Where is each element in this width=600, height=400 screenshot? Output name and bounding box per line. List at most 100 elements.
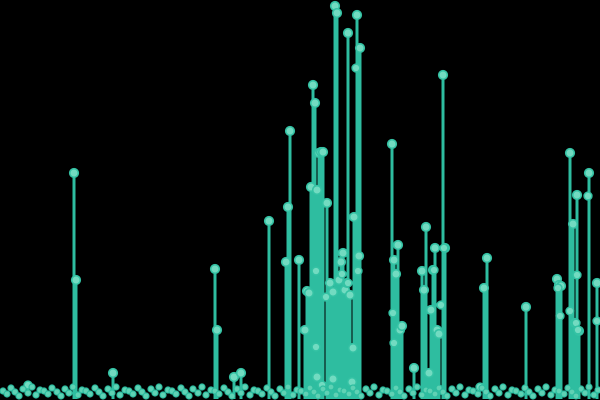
noise-dot [452,389,460,397]
noise-dot [44,390,52,398]
peak-marker [418,284,430,296]
peak-marker [353,250,365,262]
peak-marker [309,97,321,109]
noise-dot [474,390,482,398]
noise-dot [572,392,580,400]
peak-marker [324,277,336,289]
noise-dot [542,383,550,391]
noise-dot [418,391,426,399]
noise-dot [69,383,77,391]
noise-dot [302,390,310,398]
peak-marker [390,268,402,280]
noise-dot [443,392,451,400]
hidden-peak-marker [311,266,321,276]
peak-marker [342,27,354,39]
noise-dot [271,392,279,400]
noise-dot [529,392,537,400]
noise-dot [74,391,82,399]
noise-dot [456,383,464,391]
peak-marker [282,201,294,213]
noise-dot [431,390,439,398]
noise-dot [517,390,525,398]
noise-dot [585,383,593,391]
noise-dot [486,392,494,400]
noise-dot [28,383,36,391]
peak-marker [107,367,119,379]
hidden-peak-marker [583,191,593,201]
noise-dot [284,383,292,391]
peak-marker [416,265,428,277]
noise-dot [340,387,348,395]
hidden-peak-marker [555,311,565,321]
noise-dot [413,383,421,391]
noise-dot [159,391,167,399]
noise-dot [547,391,555,399]
hidden-peak-marker [337,269,347,279]
hidden-peak-marker [436,300,446,310]
noise-dot [375,391,383,399]
hidden-peak-marker [388,308,398,318]
hidden-peak-marker [592,316,600,326]
noise-dot [65,389,73,397]
peak-marker [321,197,333,209]
noise-dot [323,389,331,397]
peak-marker [235,367,247,379]
noise-dot [15,392,23,400]
peak-marker [70,274,82,286]
noise-dot [57,392,65,400]
peak-marker [284,125,296,137]
peak-marker [386,138,398,150]
noise-dot [594,386,600,394]
noise-dot [512,387,520,395]
noise-dot [237,389,245,397]
noise-dot [129,390,137,398]
hidden-peak-marker [311,342,321,352]
peak-marker [423,367,435,379]
noise-dot [202,391,210,399]
noise-dot [142,392,150,400]
noise-dot [560,390,568,398]
noise-dot [590,391,598,399]
peak-marker [591,277,600,289]
hidden-peak-marker [572,270,582,280]
noise-dot [581,389,589,397]
peak-marker [564,147,576,159]
noise-dot [24,389,32,397]
peak-marker [392,239,404,251]
noise-dot [19,385,27,393]
noise-dot [3,390,11,398]
peak-marker [331,7,343,19]
noise-dot [504,391,512,399]
noise-dot [388,390,396,398]
hidden-peak-marker [429,265,439,275]
noise-dot [400,392,408,400]
peak-marker [303,287,315,299]
noise-dot [194,389,202,397]
peak-marker [317,146,329,158]
noise-dot [327,383,335,391]
peak-marker [388,254,400,266]
hidden-peak-marker [553,283,563,293]
noise-dot [555,387,563,395]
noise-dot [538,389,546,397]
peak-marker [425,304,437,316]
noise-dot [116,391,124,399]
peak-marker [337,247,349,259]
noise-dot [289,391,297,399]
noise-dot [366,389,374,397]
noise-dot [357,392,365,400]
noise-dot [228,392,236,400]
noise-dot [246,391,254,399]
noise-dot [215,390,223,398]
hidden-peak-marker [565,306,575,316]
peak-marker [293,254,305,266]
hidden-peak-marker [439,243,449,253]
hidden-peak-marker [343,278,353,288]
peak-marker [433,328,445,340]
noise-dot [345,390,353,398]
peak-marker [299,324,311,336]
peak-marker [327,373,339,385]
noise-dot [112,383,120,391]
